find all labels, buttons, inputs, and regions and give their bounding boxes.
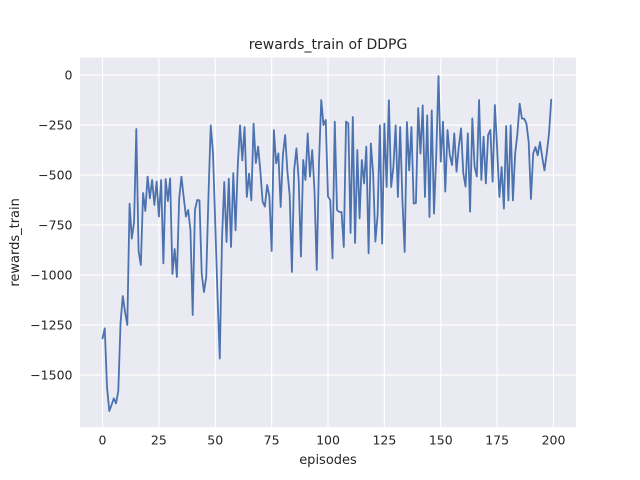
x-tick-labels: 0 25 50 75 100 125 150 175 200 <box>99 433 566 448</box>
x-tick-label: 0 <box>99 433 107 448</box>
y-axis-label: rewards_train <box>8 198 23 287</box>
x-tick-label: 25 <box>151 433 167 448</box>
x-tick-label: 200 <box>542 433 566 448</box>
x-tick-label: 125 <box>372 433 396 448</box>
y-tick-label: −1000 <box>30 268 72 283</box>
x-tick-label: 150 <box>429 433 453 448</box>
y-tick-label: −250 <box>38 118 72 133</box>
x-tick-label: 75 <box>264 433 280 448</box>
series-line-rewards-train <box>101 75 553 412</box>
gridlines <box>80 57 576 428</box>
x-axis-label: episodes <box>299 453 357 468</box>
x-tick-label: 50 <box>207 433 223 448</box>
x-tick-label: 100 <box>316 433 340 448</box>
y-tick-labels: 0 −250 −500 −750 −1000 −1250 −1500 <box>30 68 72 383</box>
y-tick-label: −500 <box>38 168 72 183</box>
x-tick-label: 175 <box>485 433 509 448</box>
y-tick-label: −1500 <box>30 368 72 383</box>
y-tick-label: −750 <box>38 218 72 233</box>
chart-title: rewards_train of DDPG <box>249 37 408 53</box>
y-tick-label: −1250 <box>30 318 72 333</box>
y-tick-label: 0 <box>65 68 73 83</box>
